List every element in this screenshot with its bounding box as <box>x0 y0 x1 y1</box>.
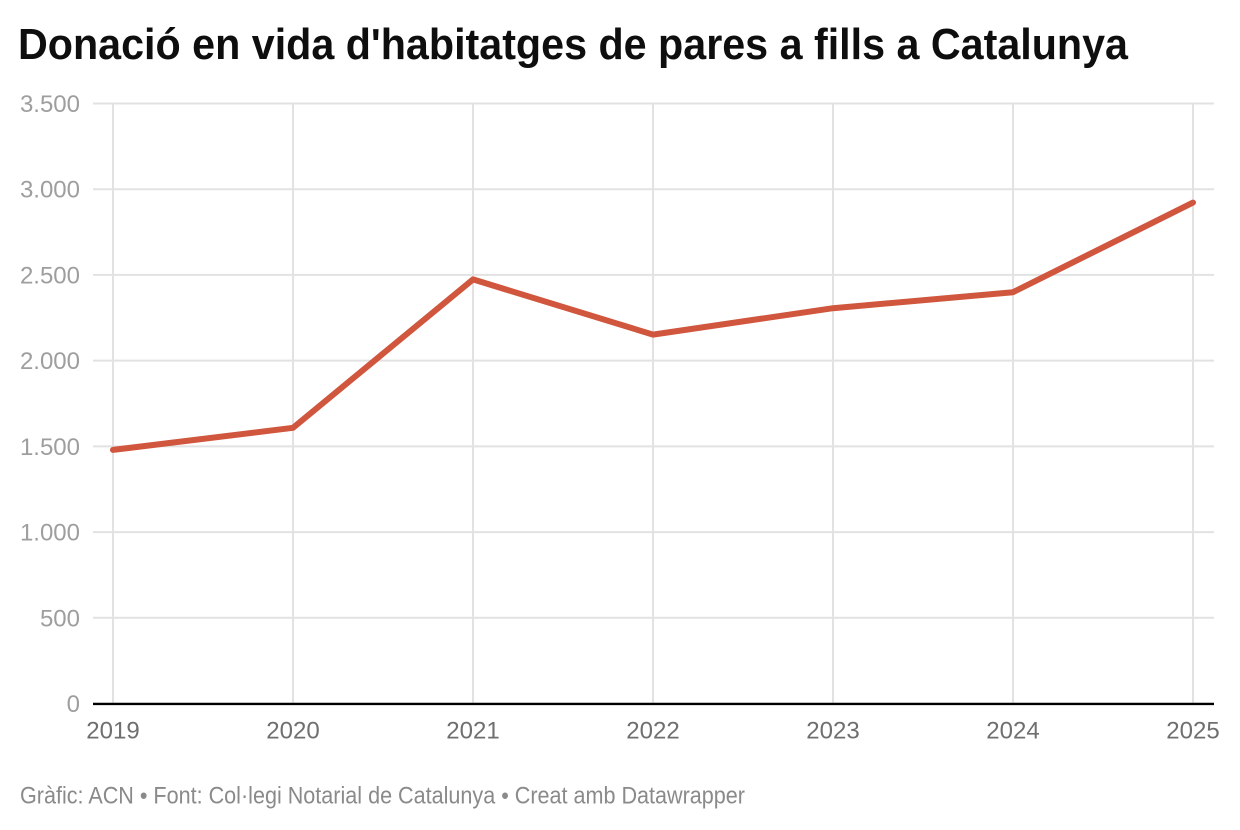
svg-text:2019: 2019 <box>86 718 139 745</box>
svg-text:1.500: 1.500 <box>20 434 80 461</box>
svg-text:2025: 2025 <box>1166 718 1219 745</box>
svg-text:2024: 2024 <box>986 718 1039 745</box>
svg-text:0: 0 <box>67 691 80 718</box>
svg-text:Donació en vida d'habitatges d: Donació en vida d'habitatges de pares a … <box>18 20 1128 69</box>
svg-text:3.000: 3.000 <box>20 177 80 204</box>
svg-text:2020: 2020 <box>266 718 319 745</box>
svg-text:2022: 2022 <box>626 718 679 745</box>
svg-text:2023: 2023 <box>806 718 859 745</box>
svg-text:2.000: 2.000 <box>20 348 80 375</box>
svg-text:1.000: 1.000 <box>20 520 80 547</box>
svg-text:2.500: 2.500 <box>20 262 80 289</box>
svg-text:3.500: 3.500 <box>20 91 80 118</box>
svg-text:Gràfic: ACN • Font: Col·legi N: Gràfic: ACN • Font: Col·legi Notarial de… <box>20 783 745 810</box>
svg-text:500: 500 <box>40 605 80 632</box>
svg-text:2021: 2021 <box>446 718 499 745</box>
